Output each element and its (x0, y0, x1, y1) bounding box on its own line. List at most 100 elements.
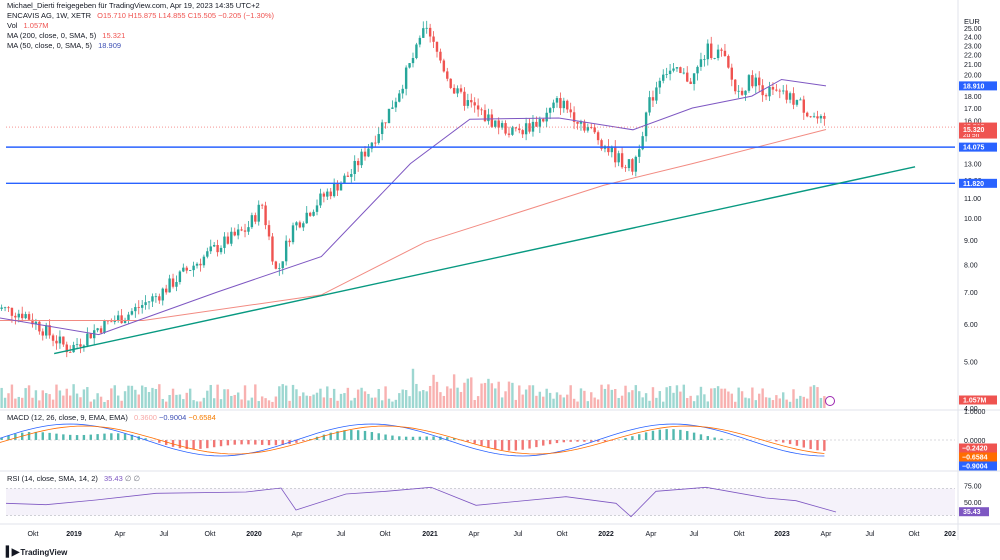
macd-hist-bar (631, 436, 634, 440)
candle-body (308, 212, 312, 216)
volume-bar (308, 396, 312, 408)
volume-bar (295, 389, 298, 408)
volume-bar (182, 399, 185, 408)
candle-body (281, 261, 284, 269)
time-tick-label: Okt (909, 531, 920, 538)
candle-body (792, 93, 795, 105)
candle-body (387, 108, 391, 124)
macd-hist-bar (432, 436, 435, 440)
volume-bar (45, 393, 48, 408)
ohlc-low: L14.855 (158, 11, 186, 20)
ma200-label: MA (200, close, 0, SMA, 5) (7, 31, 97, 40)
tradingview-logo[interactable]: ▍▶ TradingView (6, 547, 67, 558)
volume-bar (569, 385, 572, 408)
candle-body (216, 245, 219, 253)
volume-bar (576, 401, 579, 408)
candle-body (716, 49, 720, 58)
candle-body (254, 215, 257, 222)
macd-hist-bar (500, 440, 504, 451)
candle-body (367, 148, 370, 157)
volume-bar (130, 385, 134, 408)
volume-bar (398, 393, 401, 408)
macd-hist-bar (535, 440, 538, 448)
candle-body (675, 67, 679, 69)
candle-body (58, 336, 62, 344)
volume-bar (624, 385, 627, 408)
volume-bar (518, 385, 521, 408)
macd-tag-label: −0.6584 (962, 455, 988, 462)
candle-body (14, 315, 17, 318)
candle-body (648, 97, 651, 113)
candle-body (339, 183, 343, 191)
volume-bar (343, 393, 346, 408)
volume-bar (62, 395, 65, 408)
macd-hist-bar (82, 434, 86, 440)
candle-body (158, 296, 161, 301)
volume-bar (703, 394, 706, 408)
macd-hist-bar (34, 431, 38, 440)
candle-body (236, 229, 240, 236)
candle-body (264, 205, 267, 226)
candle-body (459, 88, 463, 92)
macd-hist-bar (14, 433, 17, 440)
candle-body (696, 66, 699, 74)
time-tick-label: Okt (557, 531, 568, 538)
candle-body (322, 193, 326, 197)
macd-axis-label: 1.0000 (964, 409, 986, 416)
candle-body (72, 344, 75, 353)
macd-histogram (0, 429, 826, 451)
candle-body (305, 212, 308, 224)
candle-body (812, 116, 816, 118)
candle-body (514, 127, 518, 129)
price-tick-label: 23.00 (964, 43, 982, 50)
macd-hist-bar (233, 440, 236, 445)
candle-body (627, 159, 631, 169)
volume-bar (788, 401, 792, 408)
macd-hist-bar (110, 433, 113, 440)
candle-body (665, 74, 668, 75)
candle-body (103, 320, 106, 333)
candle-body (823, 116, 826, 119)
candle-body (727, 56, 730, 68)
volume-bar (672, 392, 675, 408)
volume-bar (744, 397, 747, 408)
volume-bar (559, 394, 562, 408)
volume-bar (247, 400, 250, 408)
rsi-band (6, 488, 955, 516)
price-tag-level (959, 178, 997, 188)
candle-body (223, 236, 226, 248)
volume-bar (778, 398, 781, 408)
candle-body (7, 307, 10, 309)
candle-body (212, 245, 216, 247)
time-tick-label: 2019 (66, 531, 82, 538)
volume-bar (240, 399, 243, 408)
volume-bar (425, 391, 428, 408)
volume-bar (411, 368, 415, 408)
volume-bar (305, 395, 308, 408)
macd-hist-bar (768, 440, 771, 441)
rsi-line (5, 486, 837, 518)
candle-body (504, 123, 507, 134)
candle-body (134, 307, 137, 312)
macd-hist-bar (0, 437, 3, 440)
macd-hist-bar (329, 432, 332, 440)
candle-body (686, 72, 689, 82)
candle-body (151, 296, 154, 302)
volume-bar (336, 400, 339, 408)
volume-bar (806, 398, 809, 408)
candle-body (332, 183, 336, 197)
volume-bar (209, 384, 212, 408)
volume-bar (754, 400, 757, 408)
rsi-tag-label: 35.43 (963, 509, 981, 516)
volume-bar (428, 385, 432, 408)
candle-body (730, 67, 733, 80)
volume-bar (350, 400, 353, 408)
macd-hist-bar (171, 440, 175, 447)
candle-body (243, 230, 247, 232)
ma50-line (0, 78, 827, 336)
price-tick-label: 9.00 (964, 238, 978, 245)
volume-bar (764, 397, 768, 408)
price-tick-label: 13.00 (964, 162, 982, 169)
candle-body (480, 109, 483, 111)
